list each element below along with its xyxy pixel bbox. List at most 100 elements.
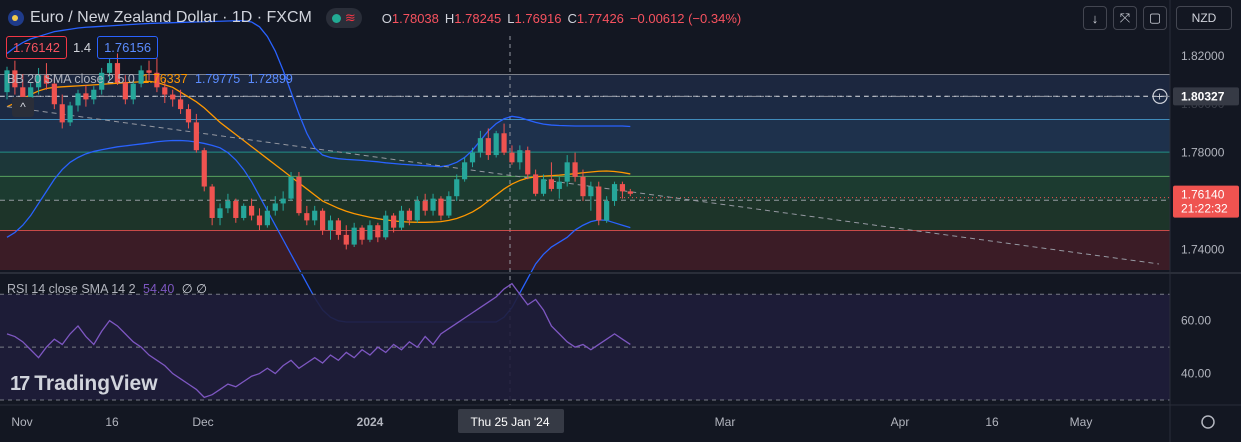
candle-body [556,181,562,189]
ohlc-key: H [444,10,455,26]
candle-body [170,94,176,100]
candle-body [438,198,444,216]
wave-icon: ≋ [344,10,356,25]
candle-body [604,201,610,221]
x-tick-label: 16 [105,415,119,429]
candle-body [288,176,294,199]
candle-body [272,203,278,211]
countdown-label: 21:22:32 [1181,202,1228,216]
bb-lower-value: 1.72899 [247,72,293,86]
candle-body [611,184,618,202]
ohlc-value: 1.78245 [454,10,502,26]
ohlc-item: C1.77426 [562,11,624,26]
candle-body [525,150,531,175]
bb-basis-value: 1.76337 [142,72,188,86]
trade-buttons: 1.76142 1.4 1.76156 [6,36,159,59]
candle-body [75,93,81,106]
rsi-legend[interactable]: RSI 14 close SMA 14 2 54.40 ∅ ∅ [7,281,207,296]
candle-body [304,213,310,221]
y-tick-label: 1.78000 [1181,146,1225,160]
candle-body [312,210,318,221]
candle-body [588,186,594,197]
horizontal-levels [0,73,1170,232]
candle-body [138,70,144,84]
crosshair-price-box [1173,87,1239,106]
ohlc-item: L1.76916 [501,11,561,26]
currency-selector[interactable]: NZD [1176,6,1232,30]
x-tick-label: Mar [715,415,736,429]
currency-label: NZD [1191,11,1217,25]
crosshair-date-box [458,409,564,433]
trendline-line [6,106,1160,265]
bb-legend-name: BB 20 SMA close 2 5 0 [7,72,135,86]
rsi-line [6,282,631,399]
candle-body [122,82,128,100]
fullscreen-button[interactable]: ⤧ [1113,6,1137,30]
ohlc-item: −0.00612 (−0.34%) [624,11,741,26]
candle-body [572,162,578,177]
ohlc-value: 1.77426 [576,10,624,26]
candle-body [414,201,420,221]
candle-body [398,210,405,228]
candle-body [422,201,428,211]
download-button[interactable]: ↓ [1083,6,1107,30]
candle-body [485,138,491,156]
ohlc-values: O1.78038 H1.78245 L1.76916 C1.77426 −0.00612… [376,11,741,26]
candle-body [256,215,263,226]
candle-body [533,174,539,194]
zone-band [0,96,1170,120]
chevron-up-icon: ^ [20,100,26,114]
ohlc-value: 1.76916 [514,10,562,26]
last-price-label: 1.76140 [1181,188,1225,202]
x-tick-label: Dec [192,415,213,429]
ohlc-key: C [567,10,577,26]
candle-body [580,176,586,197]
candle-body [446,196,452,216]
candle-body [619,184,626,192]
x-tick-label: Nov [11,415,32,429]
rsi-y-tick-label: 60.00 [1181,314,1211,328]
candle-body [351,227,357,245]
candle-body [233,201,239,218]
last-price-box [1173,185,1239,218]
candle-body [335,220,341,235]
candle-body [83,93,89,100]
candle-body [469,152,476,163]
euro-flag-icon [8,10,24,26]
candle-body [359,227,365,240]
trendline [6,106,1160,265]
candle-body [548,179,555,189]
rsi-pane [0,282,1170,401]
candle-body [114,63,121,83]
candle-body [209,186,215,218]
candle-body [383,215,389,238]
x-tick-label: 2024 [357,415,384,429]
rsi-extra: ∅ ∅ [181,282,208,296]
crosshair-price-label: 1.80327 [1181,89,1225,103]
zone-bands [0,74,1170,270]
candle-body [509,152,515,163]
candle-body [264,210,270,226]
candle-body [217,208,223,218]
x-tick-label: May [1070,415,1093,429]
buy-button[interactable]: 1.76156 [97,36,159,59]
market-status-pill[interactable]: ≋ [325,8,362,28]
candle-body [12,70,18,88]
candle-body [430,198,436,211]
sell-button[interactable]: 1.76142 [6,36,67,59]
candle-body [320,210,326,231]
bb-legend[interactable]: BB 20 SMA close 2 5 0 1.76337 1.79775 1.… [7,72,293,86]
ohlc-value: −0.00612 (−0.34%) [629,10,742,26]
rsi-value: 54.40 [143,282,175,296]
bb-upper-line [6,20,631,168]
candle-body [375,225,381,238]
symbol-title[interactable]: Euro / New Zealand Dollar · 1D · FXCM [30,9,312,26]
collapse-legend-button[interactable]: ^ [12,97,34,117]
candle-body [367,225,373,240]
candle-body [517,150,523,163]
bb-upper-value: 1.79775 [195,72,241,86]
ohlc-key: O [381,10,392,26]
candle-body [327,220,334,231]
screenshot-button[interactable]: ▢ [1143,6,1167,30]
